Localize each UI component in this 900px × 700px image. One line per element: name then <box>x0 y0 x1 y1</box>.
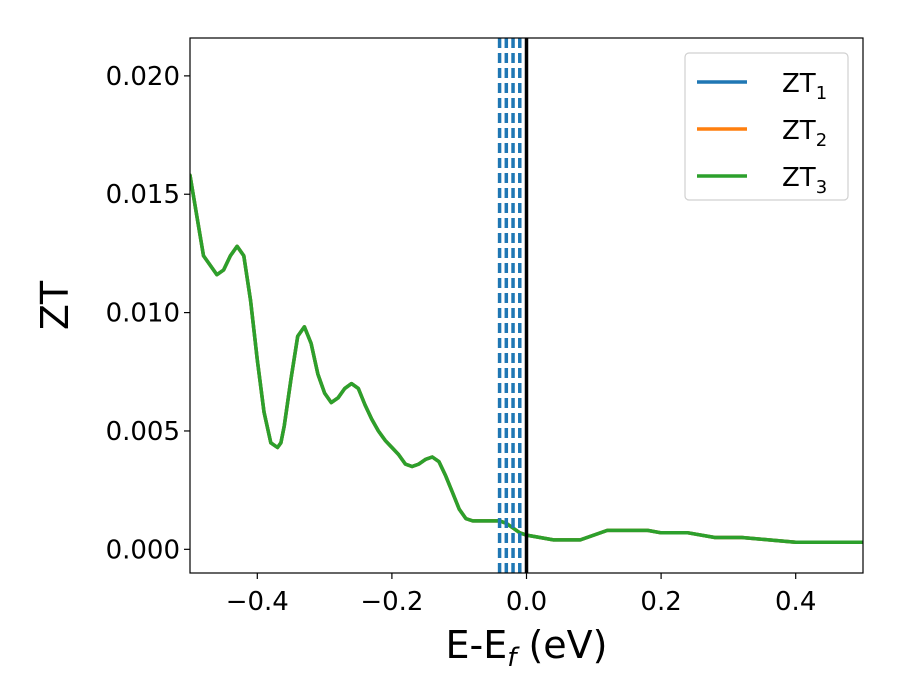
legend-label-zt2: ZT2 <box>782 116 827 151</box>
y-tick-label: 0.010 <box>106 299 180 329</box>
series-line-zt3 <box>190 173 863 544</box>
x-tick-label: −0.4 <box>226 587 289 617</box>
legend-label-subscript: 2 <box>816 130 827 151</box>
y-tick-label: 0.005 <box>106 417 180 447</box>
legend-label-zt1: ZT1 <box>782 69 827 104</box>
plot-area <box>190 38 863 573</box>
legend-label-main: ZT <box>782 69 816 99</box>
x-axis-label-unit: (eV) <box>516 623 607 667</box>
legend-label-main: ZT <box>782 163 816 193</box>
x-tick-label: 0.0 <box>506 587 547 617</box>
x-axis-label-main: E-E <box>446 623 508 667</box>
legend-label-zt3: ZT3 <box>782 163 827 198</box>
legend-box <box>684 52 849 201</box>
axes: −0.4 −0.2 0.0 0.2 0.4 0.000 0.005 0.010 0.015 0.0… <box>33 37 864 673</box>
x-tick-label: −0.2 <box>360 587 423 617</box>
y-axis-label: ZT <box>33 280 77 330</box>
y-tick-label: 0.000 <box>106 535 180 565</box>
y-tick-label: 0.015 <box>106 180 180 210</box>
legend-label-subscript: 3 <box>816 177 827 198</box>
x-tick-label: 0.4 <box>775 587 816 617</box>
x-tick-label: 0.2 <box>640 587 681 617</box>
legend-label-subscript: 1 <box>816 83 827 104</box>
y-tick-label: 0.020 <box>106 62 180 92</box>
legend-label-main: ZT <box>782 116 816 146</box>
plot-contents <box>190 38 863 573</box>
x-axis-label: E-Ef (eV) <box>446 623 608 673</box>
